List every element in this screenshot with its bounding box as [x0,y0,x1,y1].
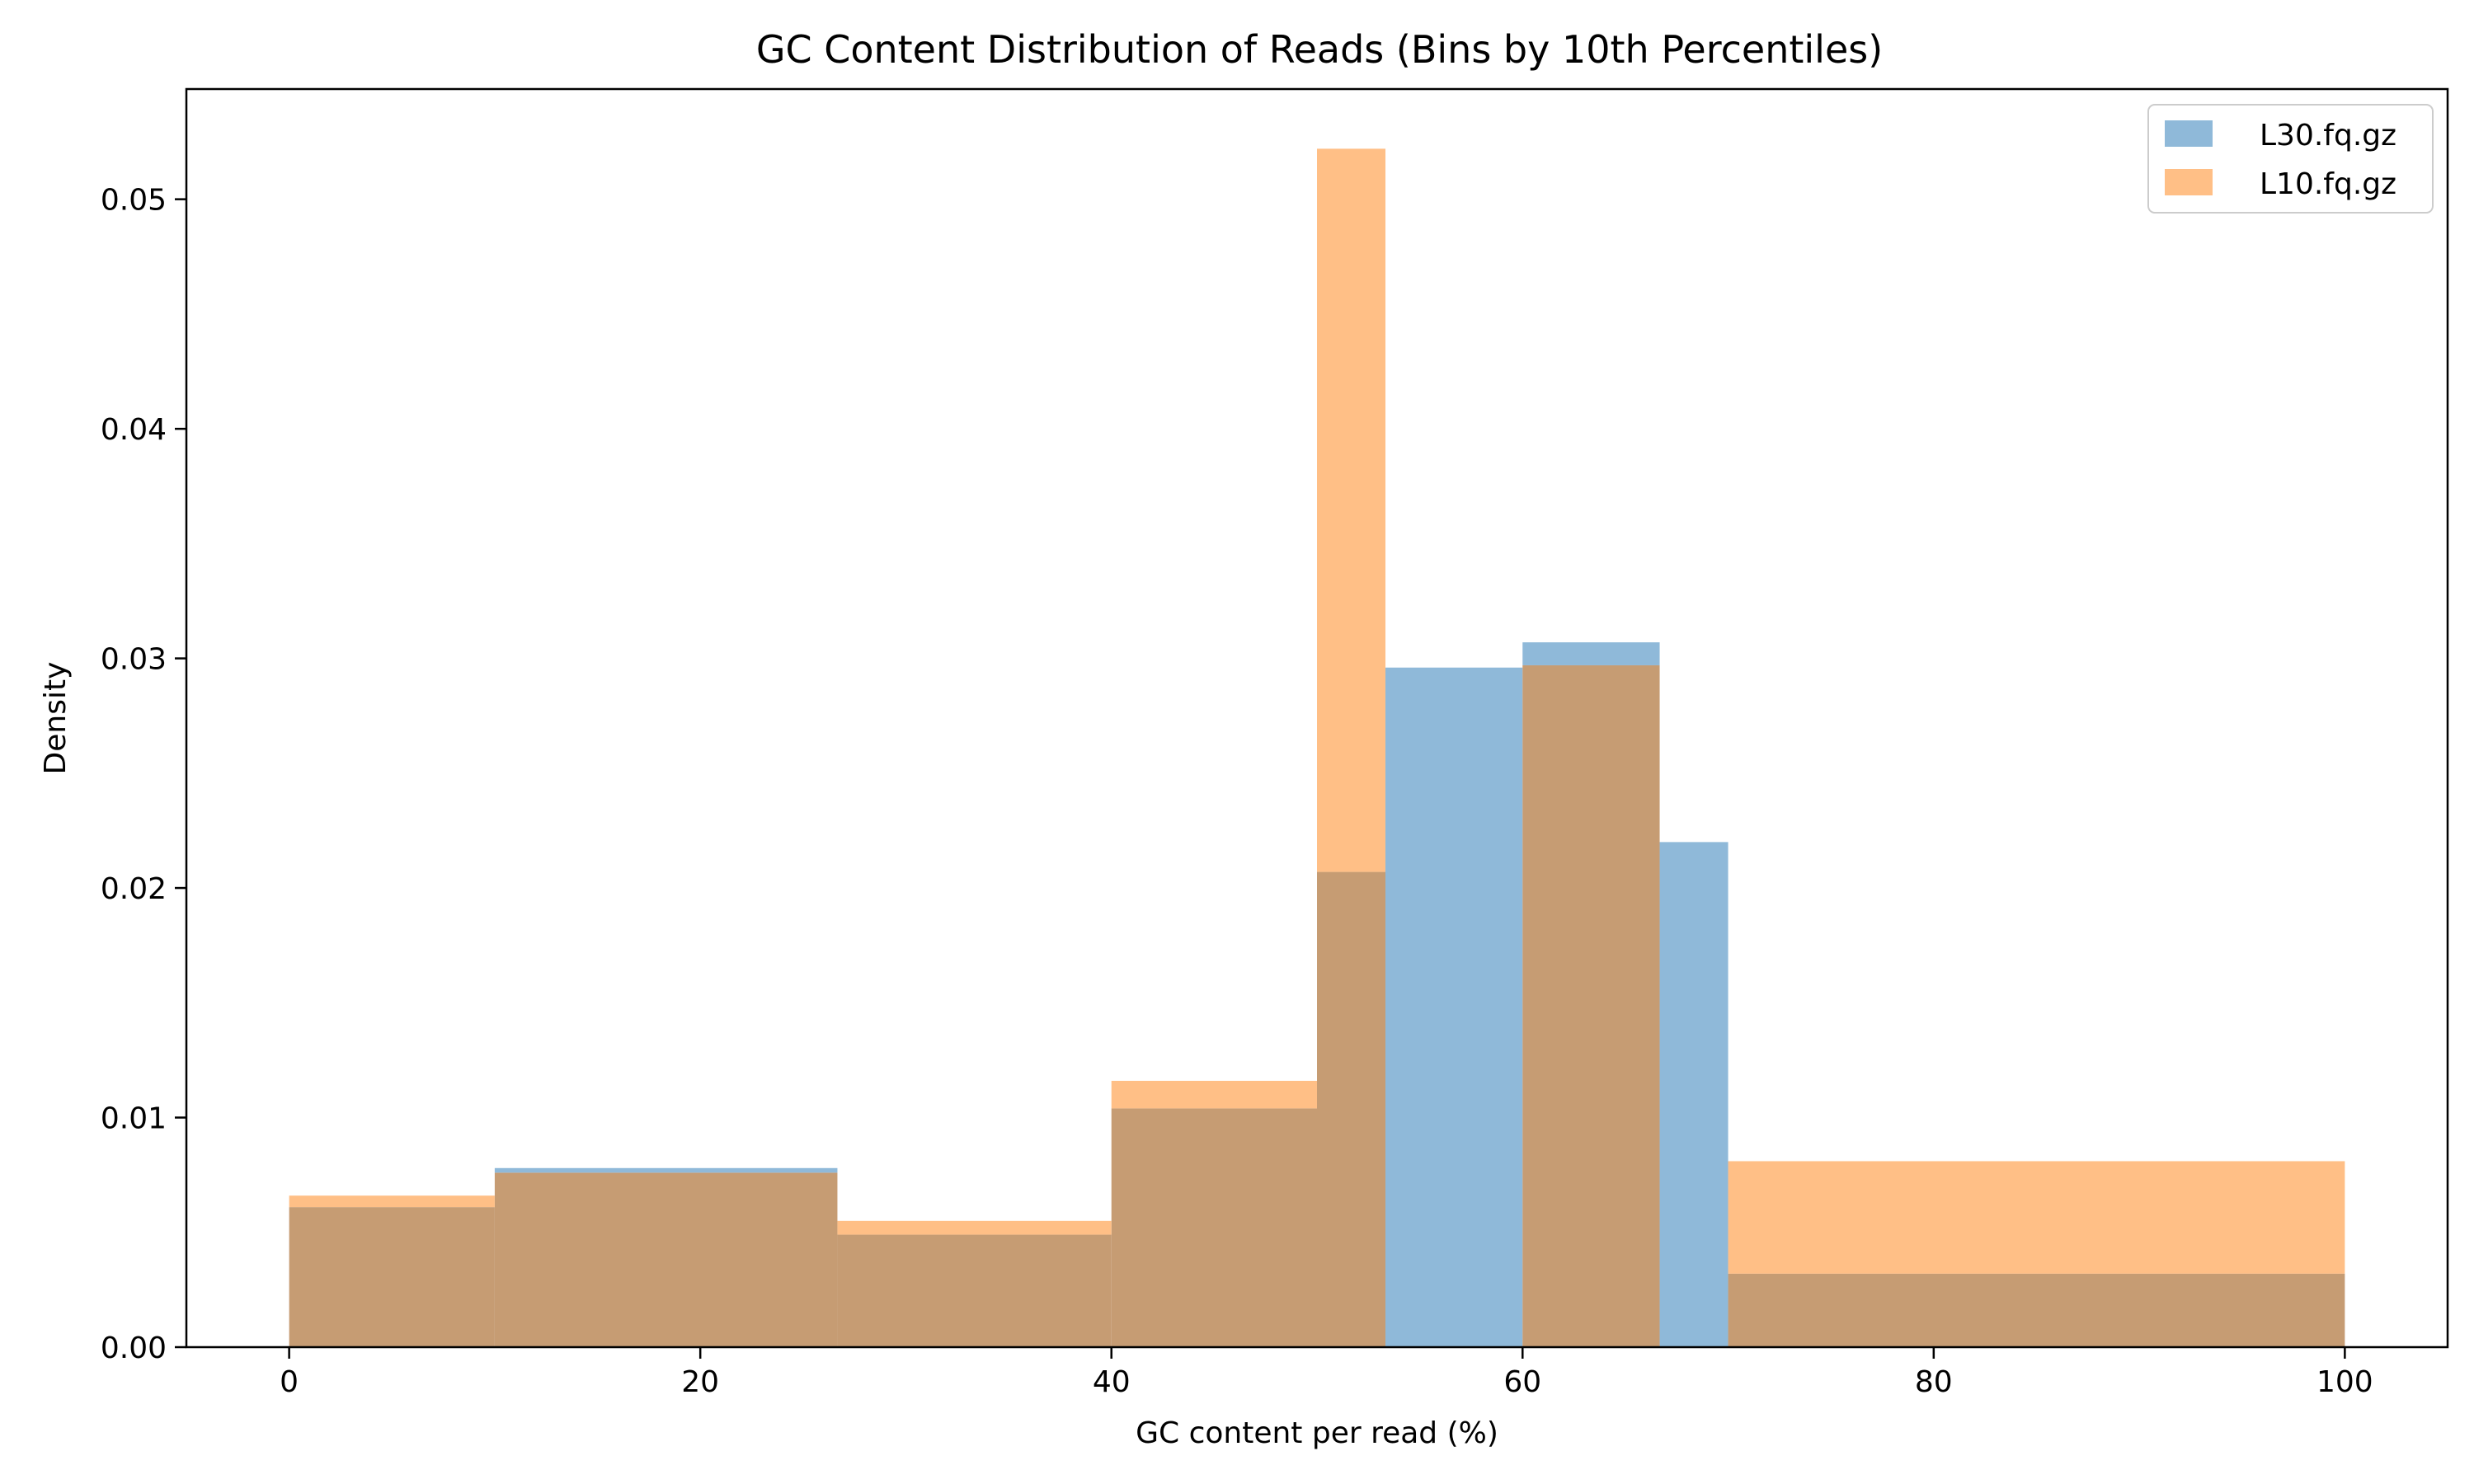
legend-label-l10: L10.fq.gz [2260,167,2396,201]
x-tick-label: 80 [1915,1365,1953,1399]
legend: L30.fq.gz L10.fq.gz [2147,104,2434,214]
bar-overlap-2 [837,1234,1112,1347]
bar-l10-0 [289,1195,495,1208]
y-axis-label: Density [39,662,73,775]
ticks-group: 0 20 40 60 80 100 0.00 0.01 0.02 0.03 0.04 0.05 [101,184,2373,1399]
bar-l30-6 [1522,642,1660,665]
bar-l10-3 [1111,1080,1317,1109]
bar-overlap-8 [1728,1273,2345,1347]
bar-l30-1 [494,1167,838,1173]
bar-overlap-6 [1522,665,1660,1347]
y-tick-label: 0.00 [101,1331,167,1365]
legend-swatch-l30 [2165,120,2213,147]
y-tick-label: 0.02 [101,872,167,906]
x-tick-label: 60 [1503,1365,1541,1399]
chart-title: GC Content Distribution of Reads (Bins b… [756,27,1883,72]
bar-overlap-3 [1111,1108,1317,1347]
legend-label-l30: L30.fq.gz [2260,119,2396,153]
legend-swatch-l10 [2165,169,2213,195]
x-tick-label: 40 [1093,1365,1131,1399]
x-axis-label: GC content per read (%) [1136,1416,1498,1450]
bar-overlap-0 [289,1207,495,1347]
bar-overlap-4 [1317,871,1386,1347]
bars-group [289,148,2345,1347]
y-tick-label: 0.01 [101,1102,167,1136]
bar-l30-5 [1385,667,1523,1347]
bar-l30-7 [1659,842,1729,1347]
y-tick-label: 0.05 [101,184,167,218]
bar-overlap-1 [494,1172,838,1347]
bar-l10-2 [837,1220,1112,1235]
plot-frame [185,87,2449,1349]
x-tick-label: 100 [2316,1365,2373,1399]
y-tick-label: 0.04 [101,413,167,447]
y-tick-label: 0.03 [101,643,167,677]
bar-l10-6 [1728,1161,2345,1274]
legend-box [2147,104,2434,214]
x-tick-label: 0 [280,1365,299,1399]
bar-l10-4 [1317,148,1386,872]
x-tick-label: 20 [681,1365,719,1399]
